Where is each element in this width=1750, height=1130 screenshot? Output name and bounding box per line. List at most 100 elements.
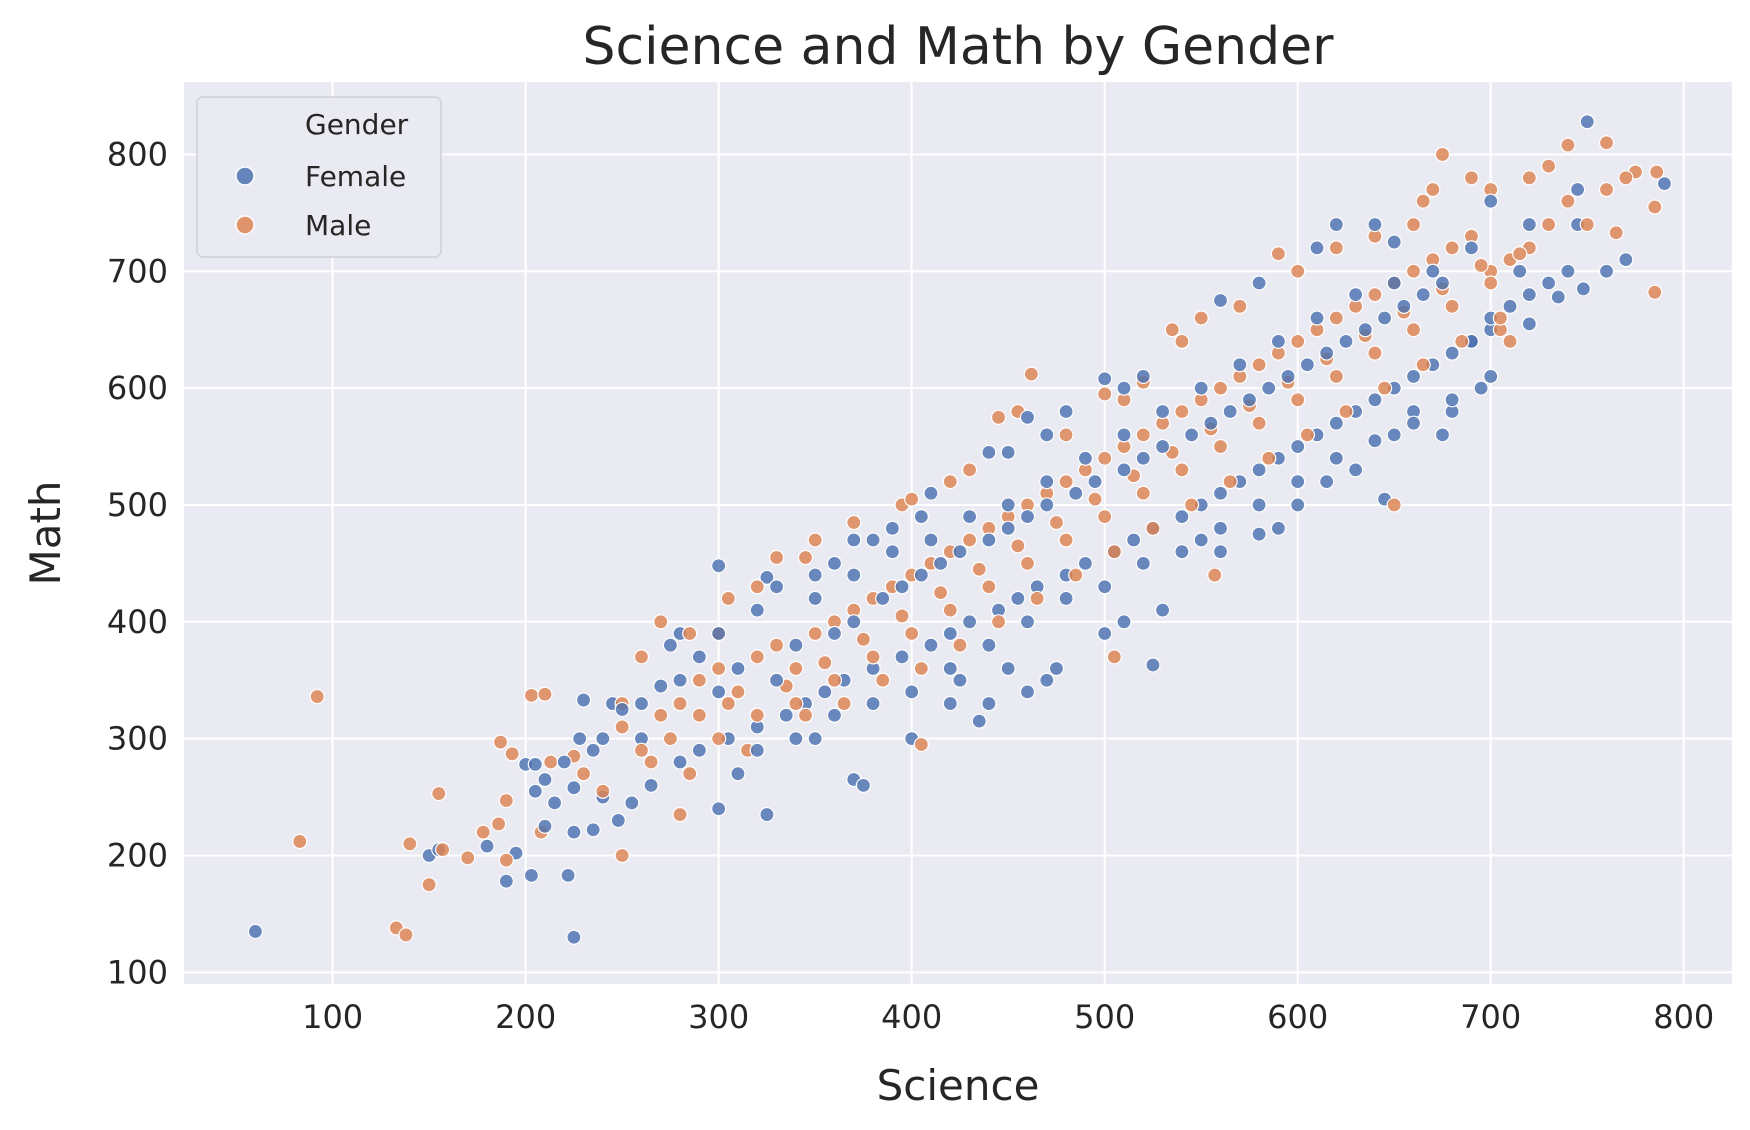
data-point-male bbox=[1649, 164, 1665, 180]
data-point-male bbox=[653, 614, 669, 630]
data-point-female bbox=[971, 713, 987, 729]
data-point-female bbox=[1039, 497, 1055, 513]
data-point-female bbox=[1232, 357, 1248, 373]
data-point-female bbox=[633, 695, 650, 712]
data-point-female bbox=[1319, 345, 1335, 361]
data-point-male bbox=[894, 608, 910, 624]
data-point-female bbox=[1290, 497, 1306, 513]
data-point-female bbox=[610, 812, 626, 829]
data-point-male bbox=[1097, 386, 1113, 402]
data-point-male bbox=[614, 719, 630, 735]
data-point-female bbox=[479, 838, 495, 854]
data-point-female bbox=[1618, 251, 1634, 268]
data-point-male bbox=[711, 731, 727, 747]
data-point-male bbox=[1521, 170, 1537, 186]
data-point-female bbox=[1212, 292, 1229, 309]
data-point-male bbox=[1579, 216, 1595, 233]
data-point-male bbox=[1106, 544, 1122, 560]
legend: Gender Female Male bbox=[196, 96, 442, 258]
data-point-male bbox=[1473, 257, 1489, 274]
data-point-male bbox=[1270, 246, 1287, 262]
data-point-male bbox=[749, 707, 765, 723]
data-point-male bbox=[309, 688, 325, 705]
data-point-male bbox=[1338, 403, 1354, 420]
data-point-female bbox=[1280, 368, 1296, 385]
data-point-female bbox=[247, 923, 264, 940]
data-point-male bbox=[913, 736, 929, 753]
data-point-male bbox=[1048, 514, 1065, 531]
data-point-male bbox=[1492, 310, 1508, 326]
data-point-male bbox=[720, 695, 736, 712]
data-point-male bbox=[1164, 322, 1180, 338]
data-point-female bbox=[672, 672, 688, 688]
data-point-female bbox=[807, 590, 823, 607]
data-point-female bbox=[1444, 392, 1460, 408]
data-point-female bbox=[1299, 357, 1315, 373]
data-point-female bbox=[1097, 579, 1113, 595]
data-point-male bbox=[1328, 368, 1344, 385]
data-point-female bbox=[807, 731, 823, 747]
data-point-female bbox=[1396, 298, 1412, 314]
data-point-female bbox=[585, 742, 601, 758]
data-point-male bbox=[1261, 450, 1277, 466]
data-point-male bbox=[1135, 427, 1151, 443]
data-point-female bbox=[1502, 298, 1518, 314]
data-point-male bbox=[1328, 240, 1344, 256]
data-point-female bbox=[1376, 310, 1393, 326]
data-point-female bbox=[1077, 450, 1093, 466]
data-point-female bbox=[730, 766, 746, 782]
x-tick-label: 500 bbox=[1074, 998, 1135, 1036]
data-point-female bbox=[527, 783, 543, 799]
x-tick-label: 400 bbox=[881, 998, 942, 1036]
y-tick-label: 700 bbox=[107, 252, 168, 290]
data-point-female bbox=[1579, 114, 1595, 130]
data-point-female bbox=[1328, 415, 1344, 431]
data-point-male bbox=[1415, 193, 1431, 209]
data-point-female bbox=[546, 795, 563, 811]
data-point-male bbox=[1251, 357, 1267, 373]
data-point-male bbox=[1434, 146, 1451, 163]
data-point-female bbox=[1058, 403, 1074, 420]
data-point-female bbox=[904, 684, 920, 700]
data-point-female bbox=[1367, 216, 1383, 233]
data-point-female bbox=[894, 579, 910, 595]
data-point-male bbox=[730, 684, 746, 700]
data-point-male bbox=[990, 614, 1007, 630]
data-point-male bbox=[846, 514, 862, 531]
data-point-female bbox=[711, 558, 727, 574]
data-point-female bbox=[1019, 684, 1036, 700]
data-point-female bbox=[624, 795, 640, 811]
data-point-female bbox=[952, 672, 968, 688]
data-point-male bbox=[1444, 298, 1460, 314]
data-point-female bbox=[1116, 462, 1132, 478]
data-point-female bbox=[923, 532, 939, 548]
data-point-female bbox=[1135, 450, 1151, 466]
data-point-male bbox=[942, 602, 958, 618]
data-point-male bbox=[942, 473, 958, 490]
data-point-male bbox=[1405, 263, 1422, 279]
data-point-female bbox=[1348, 462, 1364, 478]
data-point-female bbox=[1386, 427, 1402, 443]
y-tick-label: 500 bbox=[107, 486, 168, 524]
points-layer bbox=[247, 114, 1673, 945]
data-point-male bbox=[435, 842, 451, 858]
data-point-male bbox=[1106, 649, 1122, 665]
data-point-male bbox=[749, 649, 765, 665]
data-point-male bbox=[1029, 590, 1045, 607]
data-point-female bbox=[1193, 532, 1209, 548]
data-point-male bbox=[1541, 158, 1557, 174]
grid-layer bbox=[184, 82, 1732, 984]
data-point-male bbox=[662, 731, 679, 747]
data-point-male bbox=[691, 707, 707, 723]
data-point-male bbox=[1405, 216, 1422, 233]
data-point-male bbox=[807, 532, 823, 548]
data-point-male bbox=[575, 766, 592, 782]
data-point-male bbox=[865, 649, 881, 665]
data-point-male bbox=[971, 561, 987, 577]
data-point-female bbox=[1058, 590, 1074, 607]
data-point-male bbox=[537, 686, 553, 702]
data-point-female bbox=[1338, 333, 1354, 349]
data-point-female bbox=[1000, 497, 1016, 513]
data-point-female bbox=[1270, 520, 1287, 536]
data-point-male bbox=[1251, 415, 1267, 431]
